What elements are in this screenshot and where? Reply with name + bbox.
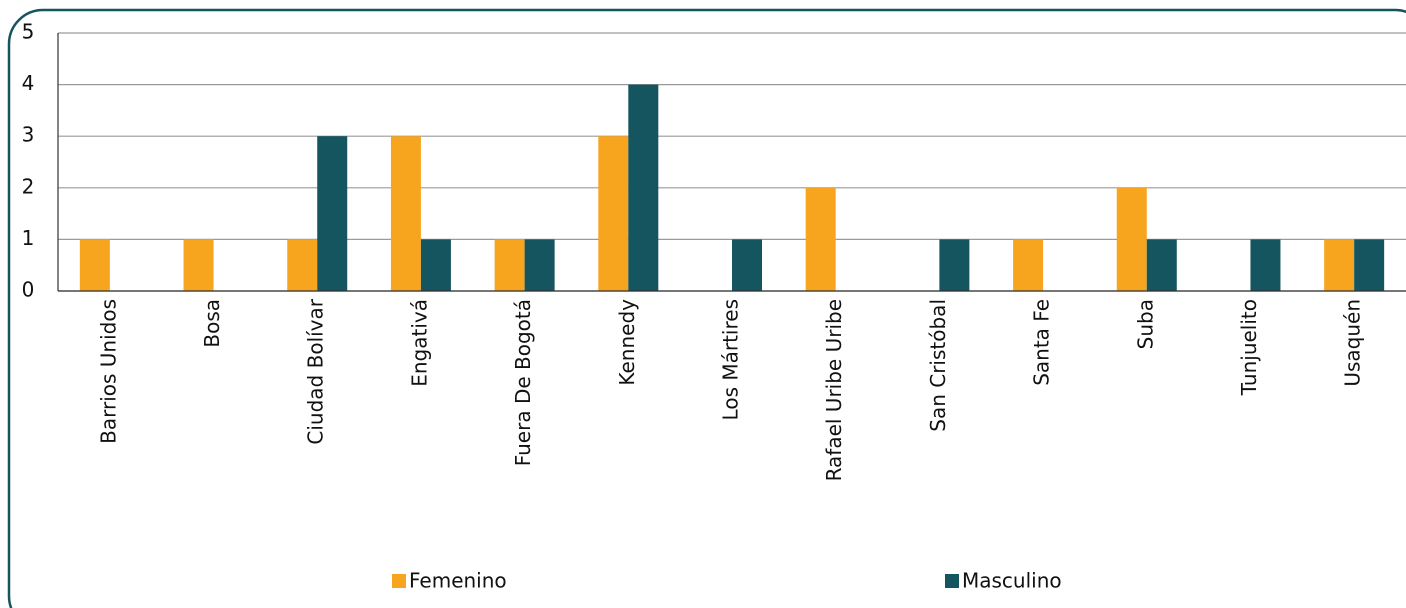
x-tick-label: Ciudad Bolívar: [304, 298, 328, 444]
bar: [524, 239, 555, 291]
x-tick-label: Rafael Uribe Uribe: [822, 299, 846, 481]
bar: [1116, 187, 1147, 291]
y-tick-label: 5: [22, 20, 35, 44]
legend-swatch: [945, 574, 959, 588]
bar: [1324, 239, 1355, 291]
bar: [1250, 239, 1281, 291]
y-tick-label: 0: [22, 278, 35, 302]
bar: [939, 239, 970, 291]
bar: [628, 84, 659, 291]
y-tick-label: 4: [22, 71, 35, 95]
bar: [1146, 239, 1177, 291]
x-tick-label: Bosa: [200, 299, 224, 348]
x-tick-label: Usaquén: [1341, 299, 1365, 387]
y-tick-label: 1: [22, 226, 35, 250]
bar: [420, 239, 451, 291]
bar: [494, 239, 525, 291]
legend-swatch: [392, 574, 406, 588]
x-tick-label: Tunjuelito: [1237, 299, 1261, 396]
bar: [732, 239, 762, 291]
x-tick-label: Los Mártires: [719, 299, 743, 420]
x-tick-label: Engativá: [407, 299, 431, 387]
bar: [183, 239, 214, 291]
y-tick-label: 2: [22, 174, 35, 198]
legend-label: Masculino: [962, 569, 1062, 593]
bar: [287, 239, 318, 291]
x-tick-label: San Cristóbal: [926, 299, 950, 432]
legend-label: Femenino: [409, 569, 507, 593]
bar: [79, 239, 110, 291]
bar: [598, 136, 629, 291]
bar: [390, 136, 421, 291]
x-tick-label: Fuera De Bogotá: [511, 299, 535, 466]
x-tick-label: Barrios Unidos: [96, 299, 120, 444]
bar: [1354, 239, 1385, 291]
frame: [7, 8, 1406, 608]
bar: [317, 136, 348, 291]
x-tick-label: Santa Fe: [1030, 299, 1054, 386]
x-tick-label: Kennedy: [615, 299, 639, 386]
bar: [1013, 239, 1044, 291]
bar: [805, 187, 836, 291]
x-tick-label: Suba: [1133, 299, 1157, 349]
y-tick-label: 3: [22, 123, 35, 147]
